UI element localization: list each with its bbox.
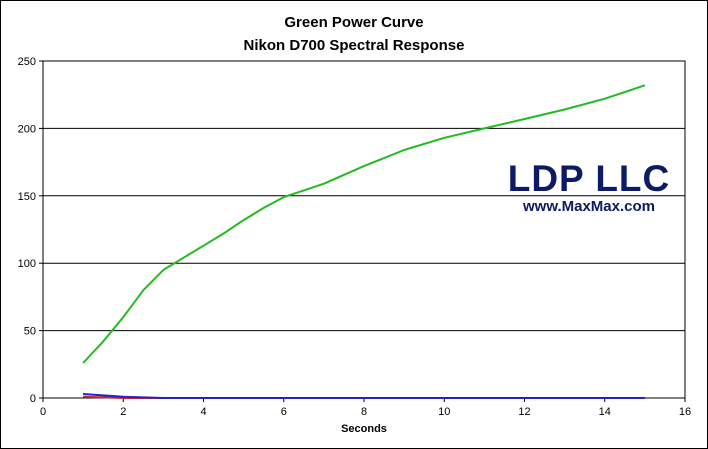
series-line-2: [83, 393, 645, 399]
y-tick-label: 50: [24, 326, 36, 338]
series-line-1: [82, 84, 646, 364]
y-tick-label: 250: [18, 56, 36, 68]
y-tick-label: 200: [18, 123, 36, 135]
gridlines: [43, 60, 685, 399]
axis-ticks: 0 50 100 150 200 250 0 2 4 6 8 10 12 14 16: [18, 56, 691, 418]
data-series: [82, 84, 646, 399]
x-tick-label: 6: [281, 406, 287, 418]
x-tick-label: 4: [200, 406, 206, 418]
x-tick-label: 0: [40, 406, 46, 418]
x-axis-label: Seconds: [341, 423, 387, 435]
plot-area: [42, 60, 686, 399]
y-tick-label: 100: [18, 258, 36, 270]
y-tick-label: 0: [30, 393, 36, 405]
x-tick-label: 12: [518, 406, 530, 418]
x-tick-label: 16: [679, 406, 691, 418]
watermark-logo: LDP LLC www.MaxMax.com: [500, 160, 678, 216]
y-tick-label: 150: [18, 191, 36, 203]
chart-title: Green Power Curve: [284, 14, 424, 31]
x-tick-label: 2: [120, 406, 126, 418]
x-tick-label: 14: [599, 406, 611, 418]
watermark-url: www.MaxMax.com: [523, 198, 655, 215]
chart-subtitle: Nikon D700 Spectral Response: [243, 37, 465, 54]
watermark-brand: LDP LLC: [507, 158, 671, 199]
x-tick-label: 10: [438, 406, 450, 418]
x-tick-label: 8: [361, 406, 367, 418]
